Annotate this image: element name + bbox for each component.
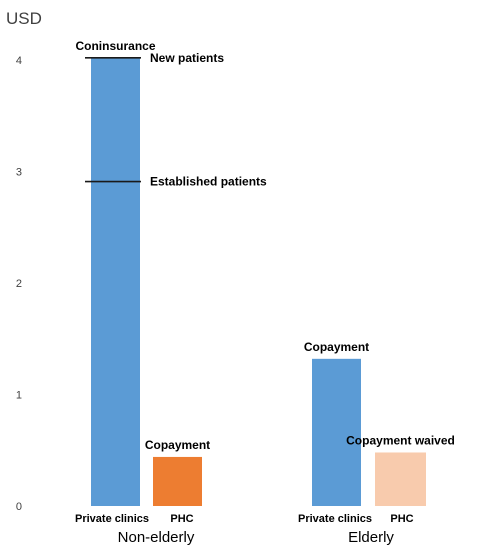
bar xyxy=(153,456,202,506)
labels: Coninsurance Private clinics Copayment PHC N… xyxy=(75,39,455,546)
reference-lines xyxy=(85,56,141,183)
reference-line-label: Established patients xyxy=(150,175,267,189)
bar xyxy=(375,452,426,506)
category-label: PHC xyxy=(390,513,413,525)
category-label: Private clinics xyxy=(75,513,149,525)
reference-line-label: New patients xyxy=(150,51,224,65)
group-label: Non-elderly xyxy=(118,529,195,546)
y-axis-unit-label: USD xyxy=(6,9,42,28)
bar xyxy=(91,57,140,507)
y-tick-label: 0 xyxy=(16,501,22,513)
bar-annotation: Coninsurance xyxy=(75,39,155,53)
y-tick-label: 4 xyxy=(16,55,22,67)
y-tick-label: 3 xyxy=(16,167,22,179)
bar-annotation: Copayment waived xyxy=(346,433,455,447)
y-tick-label: 1 xyxy=(16,390,22,402)
category-label: PHC xyxy=(170,513,193,525)
bar-annotation: Copayment xyxy=(145,438,210,452)
bar xyxy=(312,358,361,506)
bar-annotation: Copayment xyxy=(304,340,369,354)
bars xyxy=(91,57,426,507)
category-label: Private clinics xyxy=(298,513,372,525)
y-tick-label: 2 xyxy=(16,278,22,290)
y-axis: 0 1 2 3 4 xyxy=(16,55,22,513)
group-label: Elderly xyxy=(348,529,394,546)
